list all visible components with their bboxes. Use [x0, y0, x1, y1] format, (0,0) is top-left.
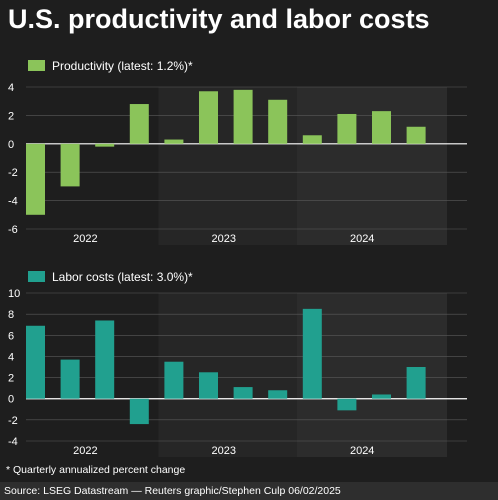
productivity-legend-label: Productivity (latest: 1.2%)* [52, 59, 193, 73]
y-tick-label: 6 [8, 330, 14, 342]
labor-bar [95, 320, 115, 399]
productivity-bar [268, 99, 288, 144]
productivity-bar [199, 91, 218, 144]
y-tick-label: -4 [8, 196, 18, 208]
productivity-bar [95, 143, 115, 147]
productivity-bar [129, 104, 149, 144]
productivity-bar [164, 139, 184, 144]
productivity-bar [337, 113, 357, 144]
labor-bar [372, 394, 391, 399]
productivity-bar [26, 143, 45, 215]
y-tick-label: -2 [8, 167, 18, 179]
productivity-bar [406, 126, 426, 144]
y-tick-label: -4 [8, 436, 18, 448]
y-tick-label: 4 [8, 82, 14, 94]
y-tick-label: 10 [8, 288, 20, 300]
y-tick-label: 0 [8, 394, 14, 406]
y-tick-label: 0 [8, 139, 14, 151]
x-tick-label: 2024 [350, 233, 374, 245]
productivity-bar [60, 143, 80, 187]
chart-title: U.S. productivity and labor costs [8, 4, 430, 34]
x-tick-label: 2022 [73, 233, 97, 245]
y-tick-label: -2 [8, 415, 18, 427]
labor-legend-swatch [28, 271, 45, 282]
labor-bar [199, 372, 218, 399]
y-tick-label: 2 [8, 110, 14, 122]
x-tick-label: 2022 [73, 445, 97, 457]
y-tick-label: 8 [8, 309, 14, 321]
productivity-legend-swatch [28, 60, 45, 71]
labor-legend-label: Labor costs (latest: 3.0%)* [52, 270, 193, 284]
productivity-bar [233, 89, 253, 144]
labor-bar [233, 387, 253, 399]
labor-bar [337, 398, 357, 411]
productivity-bar [372, 111, 391, 144]
labor-bar [406, 367, 426, 399]
labor-bar [268, 390, 288, 399]
x-tick-label: 2023 [212, 233, 236, 245]
labor-bar [60, 359, 80, 399]
y-tick-label: 2 [8, 373, 14, 385]
footnote: * Quarterly annualized percent change [6, 464, 186, 476]
productivity-bar [302, 135, 322, 144]
labor-bar [164, 361, 184, 399]
labor-bar [26, 325, 45, 399]
source-line: Source: LSEG Datastream — Reuters graphi… [0, 482, 498, 500]
labor-bar [129, 398, 149, 425]
x-tick-label: 2023 [212, 445, 236, 457]
x-tick-label: 2024 [350, 445, 374, 457]
y-tick-label: 4 [8, 351, 14, 363]
labor-bar [302, 308, 322, 399]
y-tick-label: -6 [8, 224, 18, 236]
year-band-2024 [296, 87, 447, 245]
